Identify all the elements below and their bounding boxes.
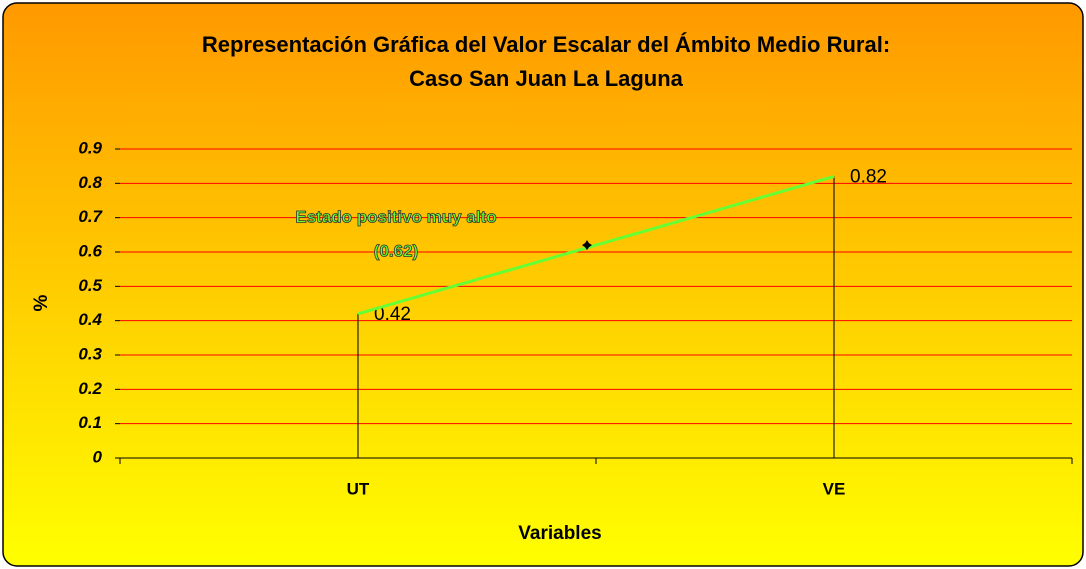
y-tick-label: 0.3 xyxy=(78,344,102,363)
annotation-marker xyxy=(582,240,592,251)
y-tick-label: 0 xyxy=(93,447,103,466)
y-tick-label: 0.6 xyxy=(78,241,102,260)
y-tick-label: 0.7 xyxy=(78,207,103,226)
y-axis-label: % xyxy=(31,294,52,311)
y-tick-label: 0.4 xyxy=(78,310,102,329)
data-label: 0.42 xyxy=(374,304,411,325)
data-line xyxy=(357,175,835,316)
y-tick-label: 0.2 xyxy=(78,379,102,398)
data-label: 0.82 xyxy=(850,166,887,187)
y-tick-label: 0.9 xyxy=(78,138,102,157)
chart-title: Representación Gráfica del Valor Escalar… xyxy=(202,32,890,57)
y-tick-label: 0.5 xyxy=(78,276,102,295)
x-axis-label: Variables xyxy=(518,523,601,544)
annotation-text: Estado positivo muy alto xyxy=(295,207,496,226)
y-tick-label: 0.8 xyxy=(78,173,102,192)
annotation-text: (0.62) xyxy=(374,241,418,260)
chart-title: Caso San Juan La Laguna xyxy=(409,66,684,91)
y-tick-label: 0.1 xyxy=(78,413,102,432)
x-tick-label: UT xyxy=(347,479,370,498)
x-tick-label: VE xyxy=(823,479,846,498)
